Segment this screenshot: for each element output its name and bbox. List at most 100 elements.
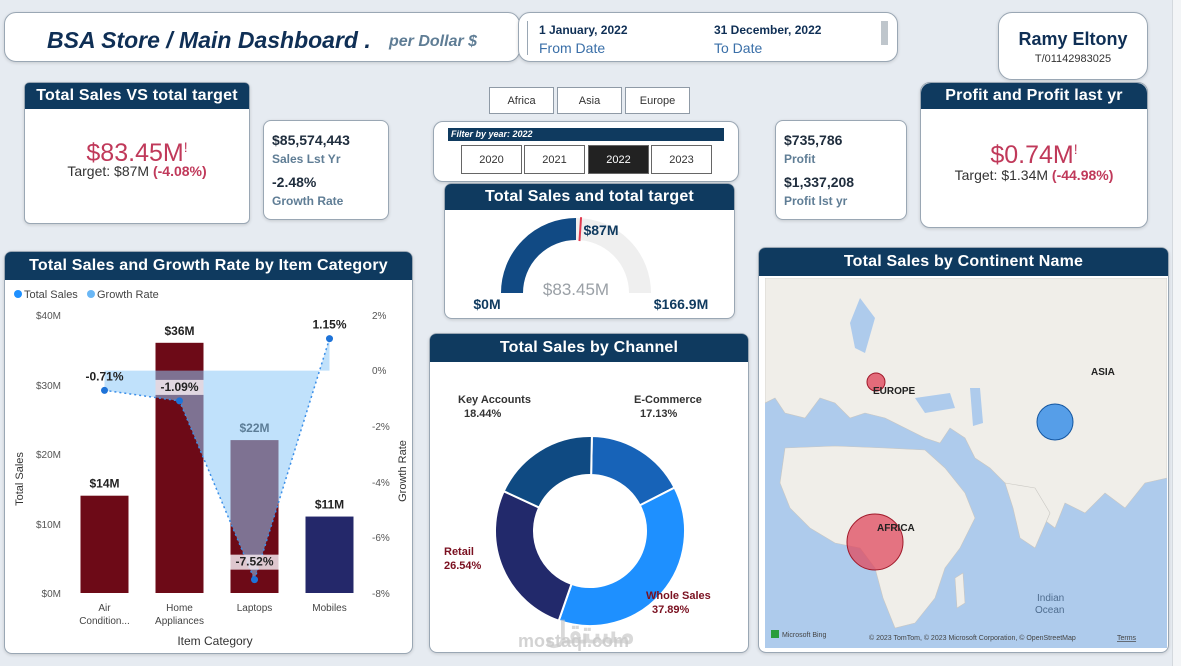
page-subtitle: per Dollar $ <box>389 33 478 50</box>
category-chart: Total Sales Growth Rate $40M $30M $20M $… <box>14 289 409 648</box>
category-tick-label: Laptops <box>237 603 273 614</box>
channel-chart-card: Total Sales by Channel E-Commerce 17.13% W… <box>429 333 749 653</box>
asia-bubble <box>1036 403 1074 441</box>
growth-point-label: -0.71% <box>85 369 123 383</box>
growth-rate-label: Growth Rate <box>272 194 344 208</box>
year-2022-button[interactable]: 2022 <box>588 145 649 174</box>
sales-bar-label: $11M <box>315 498 344 512</box>
gauge-max-label: $166.9M <box>654 296 708 312</box>
growth-point-label: -7.52% <box>235 555 273 569</box>
channel-slice-percent: 18.44% <box>464 408 502 420</box>
channel-slice[interactable] <box>557 486 686 627</box>
category-chart-header: Total Sales and Growth Rate by Item Cate… <box>5 252 412 280</box>
profit-last-year-value: $1,337,208 <box>784 174 855 190</box>
y-right-tick: -4% <box>372 478 390 489</box>
sales-target-text: Target: $87M <box>67 163 150 179</box>
category-tick-label: Condition... <box>79 616 130 627</box>
date-slider-handle[interactable] <box>881 21 888 45</box>
y-left-tick: $30M <box>36 381 61 392</box>
date-range-divider <box>527 21 528 55</box>
map-copyright: © 2023 TomTom, © 2023 Microsoft Corporat… <box>869 634 1076 642</box>
channel-slice-name: Key Accounts <box>458 394 531 406</box>
sales-target-delta: (-4.08%) <box>152 163 207 179</box>
category-tick-label: Appliances <box>155 616 204 627</box>
sales-vs-target-header: Total Sales VS total target <box>25 83 249 109</box>
continent-asia-button[interactable]: Asia <box>557 87 622 114</box>
growth-point[interactable] <box>326 335 333 343</box>
profit-card: Profit and Profit last yr $0.74M! Target… <box>920 82 1148 228</box>
from-date-value[interactable]: 1 January, 2022 <box>539 23 628 37</box>
profit-target-delta: (-44.98%) <box>1051 167 1114 183</box>
y-left-tick: $10M <box>36 520 61 531</box>
gauge-fill <box>501 218 577 294</box>
y-right-tick: 0% <box>372 366 387 377</box>
watermark-latin: mostaql.com <box>518 631 630 651</box>
year-filter-card: Filter by year: 2022 2020 2021 2022 2023 <box>433 121 739 182</box>
sales-target-row: Target: $87M (-4.08%) <box>25 163 249 179</box>
category-tick-label: Air <box>98 603 111 614</box>
y-right-tick: -8% <box>372 589 390 600</box>
gauge-target-label: $87M <box>583 222 618 238</box>
growth-point[interactable] <box>176 397 183 405</box>
continent-europe-button[interactable]: Europe <box>625 87 690 114</box>
user-name: Ramy Eltony <box>1018 29 1128 49</box>
sales-bar-label: $14M <box>89 477 119 491</box>
year-2021-button[interactable]: 2021 <box>524 145 585 174</box>
profit-last-year-label: Profit lst yr <box>784 194 848 208</box>
page-edge-marker <box>1172 0 1181 666</box>
africa-label: AFRICA <box>877 523 915 534</box>
legend-sales-label: Total Sales <box>24 289 78 301</box>
channel-donut-chart: E-Commerce 17.13% Whole Sales 37.89% Retail 2… <box>444 394 711 650</box>
page-title: BSA Store / Main Dashboard . <box>47 27 371 53</box>
channel-slice-name: Whole Sales <box>646 590 711 602</box>
watermark-arabic: مستقل <box>545 617 635 650</box>
y-left-tick: $0M <box>42 589 61 600</box>
date-range-filter[interactable]: 1 January, 2022 From Date 31 December, 2… <box>518 12 898 62</box>
profit-target-row: Target: $1.34M (-44.98%) <box>921 167 1147 183</box>
channel-slice[interactable] <box>494 489 573 622</box>
year-2023-button[interactable]: 2023 <box>651 145 712 174</box>
growth-label-bg <box>230 554 279 570</box>
x-axis-label: Item Category <box>177 634 252 648</box>
growth-point-label: -1.09% <box>160 380 198 394</box>
sales-bar[interactable] <box>80 495 129 593</box>
ocean-label-line1: Indian <box>1037 593 1064 604</box>
growth-point[interactable] <box>101 386 108 394</box>
continent-africa-button[interactable]: Africa <box>489 87 554 114</box>
madagascar <box>954 572 966 609</box>
bing-logo-mark <box>771 630 779 638</box>
continent-map[interactable]: EUROPE ASIA AFRICA Indian Ocean Microsof… <box>765 278 1167 648</box>
profit-kpi-row: $0.74M! <box>921 141 1147 170</box>
year-filter-title: Filter by year: 2022 <box>448 128 724 141</box>
sales-last-year-label: Sales Lst Yr <box>272 152 341 166</box>
gauge-chart: $87M $83.45M $0M $166.9M <box>473 217 708 312</box>
y-left-tick: $20M <box>36 450 61 461</box>
gauge-target-marker <box>578 217 583 242</box>
to-date-label: To Date <box>714 40 763 56</box>
profit-target-text: Target: $1.34M <box>954 167 1049 183</box>
india-landmass <box>1004 482 1051 549</box>
growth-area <box>104 338 330 580</box>
year-2020-button[interactable]: 2020 <box>461 145 522 174</box>
profit-kpi-flag: ! <box>1073 141 1078 157</box>
y-right-tick: 2% <box>372 311 387 322</box>
channel-slice[interactable] <box>502 435 593 509</box>
gauge-min-label: $0M <box>473 296 500 312</box>
mediterranean-sea <box>785 428 925 448</box>
profit-stats-card: $735,786 Profit $1,337,208 Profit lst yr <box>775 120 907 220</box>
profit-card-header: Profit and Profit last yr <box>921 83 1147 109</box>
legend-sales-dot <box>14 290 22 298</box>
bing-logo: Microsoft Bing <box>782 632 826 639</box>
growth-line <box>104 338 331 582</box>
y-right-tick: -2% <box>372 422 390 433</box>
growth-rate-value: -2.48% <box>272 174 317 190</box>
gauge-card: Total Sales and total target $87M $83.45… <box>444 183 735 319</box>
sales-bar[interactable] <box>305 516 354 593</box>
to-date-value[interactable]: 31 December, 2022 <box>714 23 822 37</box>
title-bar: BSA Store / Main Dashboard . per Dollar … <box>4 12 520 62</box>
legend-growth-dot <box>87 290 95 298</box>
category-tick-label: Mobiles <box>312 603 346 614</box>
growth-point[interactable] <box>251 576 258 584</box>
europe-label: EUROPE <box>873 386 916 397</box>
y-left-tick: $40M <box>36 311 61 322</box>
